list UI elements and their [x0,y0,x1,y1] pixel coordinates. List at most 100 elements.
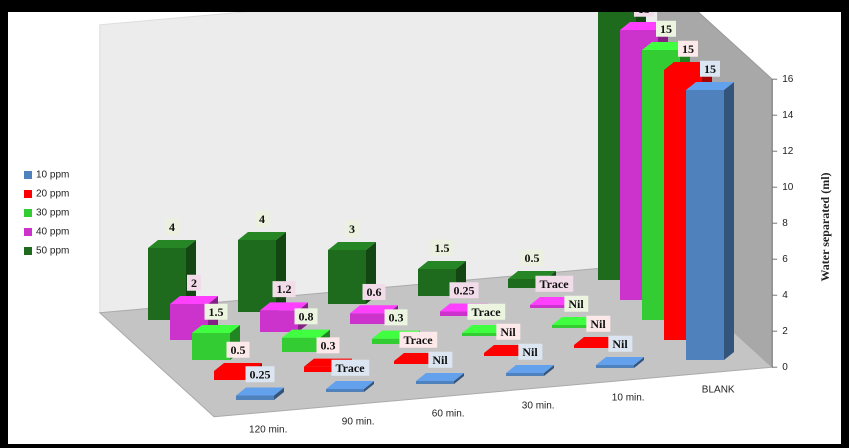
bar-top [282,329,330,338]
data-label: 1.5 [435,241,450,255]
bar-front [394,361,432,364]
bar [238,232,286,312]
bar-side [454,373,464,384]
data-label-box [245,366,275,383]
legend-swatch [24,171,32,179]
bar-front [462,333,500,336]
bar-top [686,82,734,90]
bar-side [364,381,374,392]
data-label-box [535,275,574,292]
y-tick-label: 14 [782,110,794,121]
legend-label: 10 ppm [36,170,69,181]
bar-front [328,250,366,304]
data-label-box [608,335,633,352]
data-label-box [316,337,340,354]
data-label: Nil [432,353,448,367]
x-tick-label: 30 min. [522,401,555,412]
bar-front [192,333,230,360]
y-tick-label: 16 [782,74,794,85]
bar-front [326,389,364,392]
data-label-box [678,40,698,57]
legend-swatch [24,190,32,198]
data-label: Nil [522,345,538,359]
data-label: 15 [704,62,716,76]
bar-top [596,357,644,365]
data-label: 0.5 [525,251,540,265]
data-label: 0.25 [454,283,475,297]
data-label: 0.8 [299,309,314,323]
y-tick-label: 12 [782,146,794,157]
bar-side [634,357,644,368]
legend-label: 30 ppm [36,208,69,219]
bar-front [238,240,276,312]
bar-front [236,395,274,400]
data-label-box [564,295,589,312]
bar-top [418,261,466,269]
data-label-box [331,359,370,376]
data-label: 15 [638,12,650,16]
data-label: 0.3 [389,310,404,324]
bar-top [238,232,286,240]
data-label-box [187,274,201,291]
bar [686,82,734,360]
data-label-box [586,315,611,332]
bar-front [530,305,568,308]
data-label: 3 [349,222,355,236]
data-label: Nil [612,337,628,351]
bar [236,387,284,400]
x-tick-label: 90 min. [342,417,375,428]
x-tick-label: 60 min. [432,409,465,420]
bar-front [506,373,544,376]
bar-front [282,337,320,352]
bar-front [416,381,454,384]
y-tick-label: 6 [782,254,788,265]
bar-front [596,365,634,368]
data-label-box [449,282,479,299]
data-label-box [518,343,543,360]
data-label-box [204,303,228,320]
bar-front [484,353,522,356]
data-label: Nil [568,297,584,311]
y-axis-label: Water separated (ml) [818,172,832,281]
data-label: Trace [403,333,433,347]
y-tick-label: 8 [782,218,788,229]
x-tick-label: BLANK [702,385,735,396]
data-label-box [428,351,453,368]
data-label-box [255,210,269,227]
bar-top [328,242,376,250]
y-tick-label: 10 [782,182,794,193]
data-label: Nil [590,317,606,331]
chart: Water separated (ml) 0 2 4 6 8 10 12 14 16 120 mi… [24,12,832,436]
data-label-box [656,20,676,37]
data-label: Trace [471,305,501,319]
bar-front [418,269,456,296]
data-label: 1.5 [209,305,224,319]
data-label: 15 [682,42,694,56]
legend-label: 40 ppm [36,227,69,238]
bar-top [192,325,240,333]
bar-front [214,371,252,380]
data-label: 0.25 [250,367,271,381]
data-label-box [272,281,296,298]
data-label-box [362,283,386,300]
data-label-box [467,303,506,320]
x-tick-label: 10 min. [612,393,645,404]
data-label: 0.5 [231,343,246,357]
bar-side [276,232,286,312]
data-label-box [520,249,544,266]
legend-swatch [24,209,32,217]
bar-top [236,387,284,396]
data-label-box [384,309,408,326]
data-label: Trace [335,361,365,375]
data-label-box [226,341,250,358]
bar-front [686,90,724,360]
data-label: 4 [259,212,265,226]
data-label-box [294,308,318,325]
bar-side [724,82,734,360]
y-tick-label: 4 [782,290,788,301]
data-label: Nil [500,325,516,339]
data-label: 15 [660,22,672,36]
data-label: 2 [191,276,197,290]
data-label: Trace [539,277,569,291]
bar-front [260,310,298,332]
